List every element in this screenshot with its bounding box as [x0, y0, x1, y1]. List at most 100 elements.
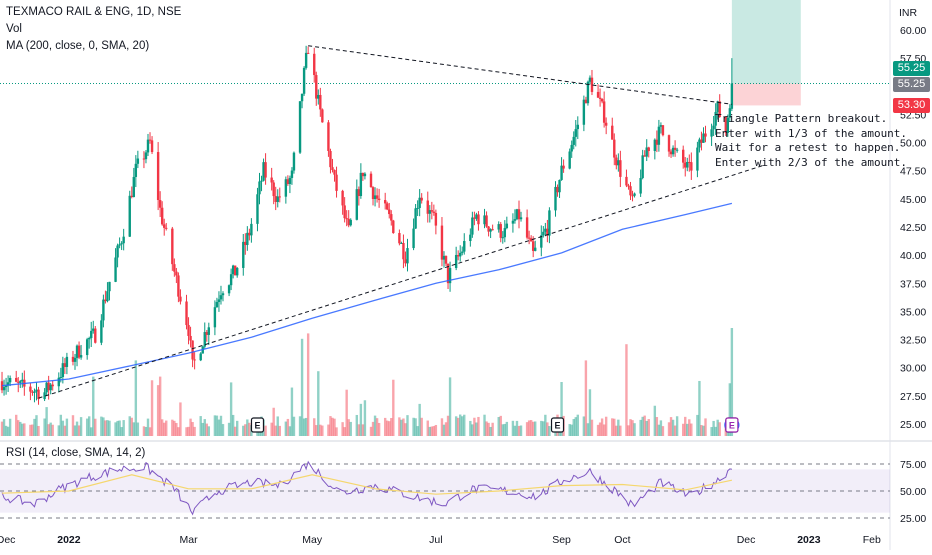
candle-body: [288, 177, 292, 184]
volume-bar: [712, 420, 715, 436]
candle-body: [600, 98, 604, 102]
candle-body: [85, 339, 89, 356]
candle-body: [475, 214, 478, 219]
volume-bar: [29, 424, 32, 436]
volume-bar: [639, 419, 642, 436]
candle-body: [171, 228, 174, 265]
volume-bar: [171, 419, 174, 436]
volume-bar: [625, 344, 628, 436]
stop-zone: [731, 83, 801, 106]
candle-body: [669, 151, 673, 155]
candle-body: [556, 186, 559, 193]
candle-body: [199, 353, 202, 361]
volume-bar: [531, 421, 535, 436]
candle-body: [704, 133, 707, 137]
volume-bar: [120, 427, 123, 436]
x-tick-label: 2023: [797, 534, 821, 546]
x-tick-label: Dec: [737, 534, 756, 546]
volume-bar: [392, 379, 395, 436]
y-tick-label: 50.00: [900, 138, 926, 150]
volume-bar: [412, 417, 415, 436]
candle-body: [383, 200, 387, 204]
y-tick-label: 47.50: [900, 166, 926, 178]
candle-body: [562, 165, 565, 169]
candle-body: [667, 135, 671, 152]
candle-body: [317, 94, 320, 99]
candle-body: [114, 257, 117, 282]
volume-bar: [483, 414, 486, 436]
candle-body: [655, 139, 659, 145]
candle-body: [641, 155, 644, 179]
volume-bar: [100, 416, 103, 436]
candle-body: [65, 356, 69, 367]
volume-bar: [647, 419, 650, 436]
candle-body: [73, 357, 77, 362]
candle-body: [471, 217, 474, 235]
candle-body: [675, 149, 679, 151]
volume-bar: [582, 416, 586, 436]
candle-body: [611, 125, 614, 140]
candle-body: [446, 263, 450, 284]
x-tick-label: May: [302, 534, 323, 546]
candle-body: [489, 229, 492, 232]
volume-bar: [505, 421, 509, 436]
volume-bar: [179, 402, 182, 436]
volume-bar: [586, 423, 590, 436]
volume-bar: [215, 415, 219, 436]
candle-body: [430, 210, 434, 212]
candle-body: [333, 169, 336, 175]
volume-bar: [286, 418, 290, 436]
candle-body: [588, 77, 592, 82]
volume-bar: [613, 418, 616, 436]
candle-body: [369, 173, 373, 188]
vol-legend[interactable]: Vol: [6, 23, 22, 35]
volume-bar: [473, 417, 476, 436]
volume-bar: [61, 420, 65, 436]
trade-annotation[interactable]: Triangle Pattern breakout. Enter with 1/3…: [715, 112, 907, 170]
volume-bar: [244, 424, 247, 436]
candle-body: [144, 152, 148, 160]
candle-body: [246, 232, 249, 246]
symbol-legend[interactable]: TEXMACO RAIL & ENG, 1D, NSE: [6, 6, 182, 18]
candle-body: [134, 163, 138, 177]
volume-bar: [355, 414, 359, 436]
volume-bar: [292, 416, 296, 436]
volume-bar: [675, 416, 679, 436]
target-zone: [731, 0, 801, 84]
candle-body: [21, 379, 24, 382]
candle-body: [179, 296, 182, 302]
candle-body: [357, 189, 361, 197]
volume-bar: [213, 415, 217, 436]
ma-legend[interactable]: MA (200, close, 0, SMA, 20): [6, 40, 150, 52]
volume-bar: [669, 417, 673, 436]
candle-body: [45, 382, 48, 393]
volume-bar: [402, 418, 405, 436]
volume-bar: [298, 416, 302, 436]
volume-bar: [491, 422, 494, 436]
volume-bar: [584, 360, 588, 436]
volume-bar: [274, 425, 277, 436]
rsi-legend[interactable]: RSI (14, close, SMA, 14, 2): [6, 447, 146, 459]
candle-body: [321, 109, 324, 123]
candle-body: [217, 299, 221, 303]
volume-bar: [37, 425, 40, 436]
y-tick-label: 37.50: [900, 278, 926, 290]
candle-body: [527, 237, 531, 239]
volume-bar: [444, 422, 448, 436]
candle-body: [100, 320, 103, 343]
volume-bar: [144, 426, 148, 436]
candle-body: [659, 125, 663, 127]
y-tick-label: 32.50: [900, 335, 926, 347]
volume-bar: [390, 418, 393, 436]
volume-bar: [21, 423, 24, 436]
volume-bar: [15, 414, 18, 436]
volume-bar: [388, 421, 391, 436]
candle-body: [531, 241, 535, 251]
candle-body: [459, 252, 462, 257]
candle-body: [270, 177, 273, 183]
candle-body: [558, 179, 561, 193]
candle-body: [264, 162, 267, 178]
candle-body: [639, 178, 642, 194]
